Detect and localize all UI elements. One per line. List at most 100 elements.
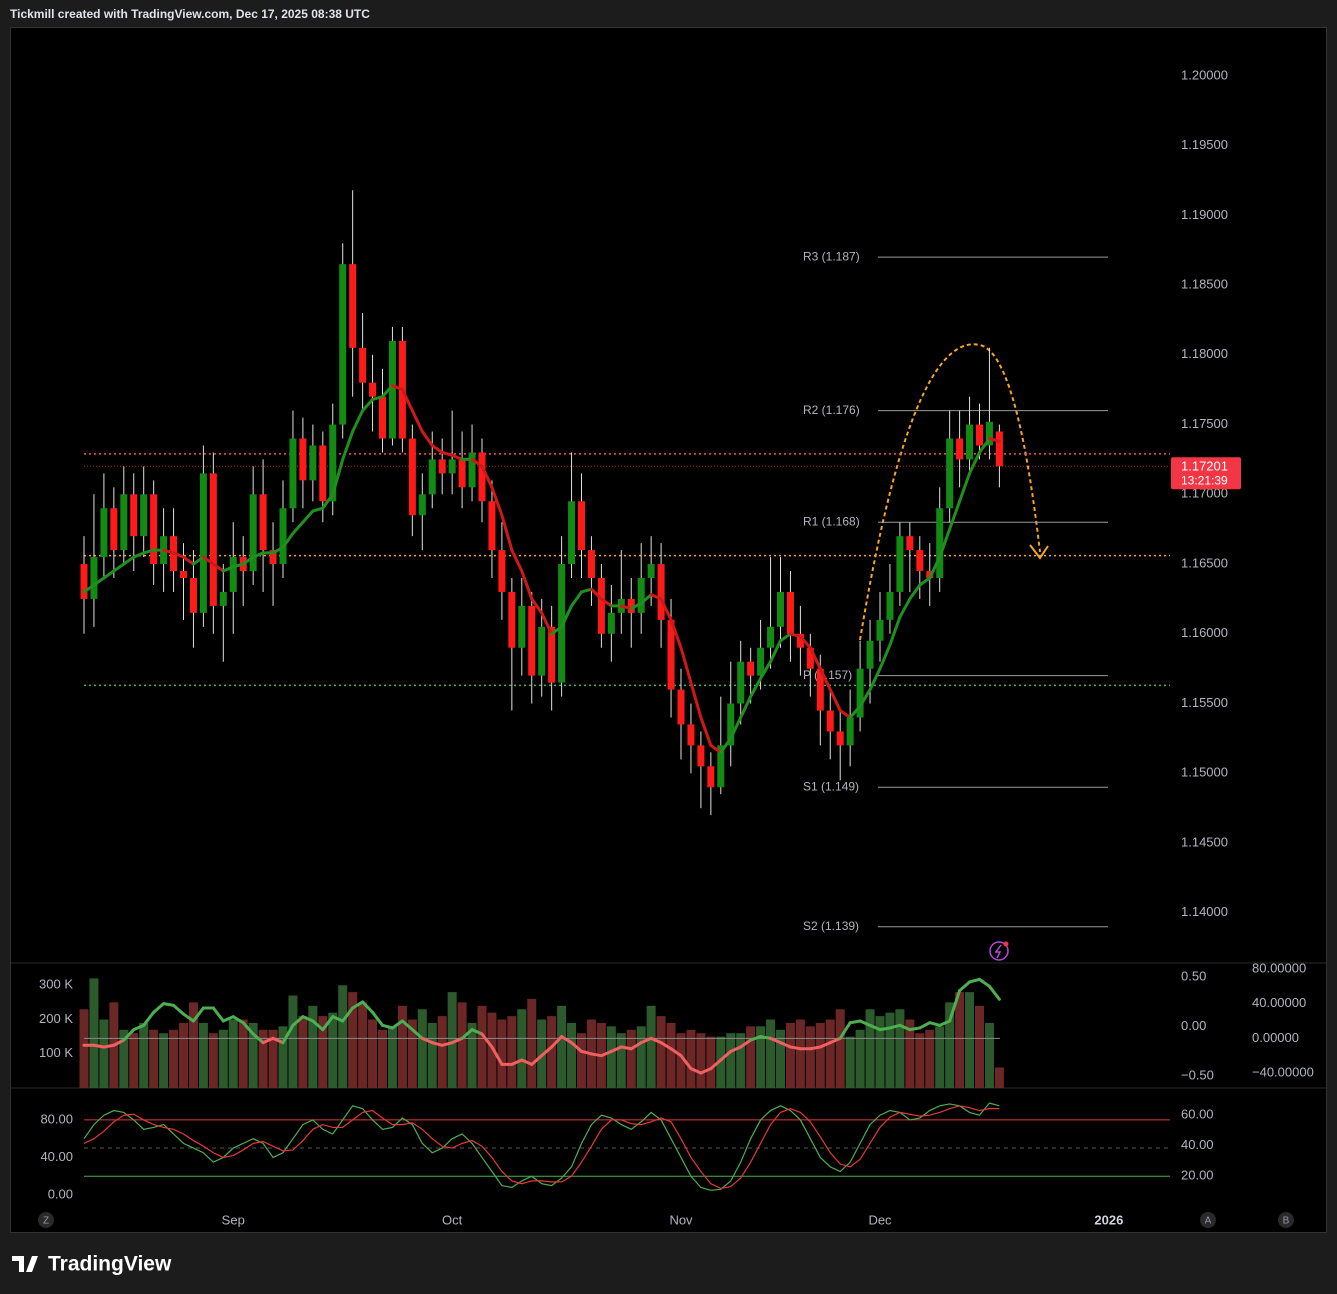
moving-average xyxy=(878,643,892,671)
x-tick-label: 2026 xyxy=(1094,1212,1123,1227)
event-icon[interactable] xyxy=(989,941,1009,961)
candle-body xyxy=(329,424,337,502)
oscillator xyxy=(570,1041,583,1053)
oscillator xyxy=(231,1015,245,1025)
oscillator xyxy=(351,1000,365,1010)
moving-average xyxy=(918,576,932,587)
candle-body xyxy=(369,382,377,397)
y-tick-label: −0.50 xyxy=(1181,1067,1214,1082)
y-tick-label: 0.00 xyxy=(48,1186,73,1201)
candle-body xyxy=(697,745,705,767)
brand-logo xyxy=(12,1256,38,1272)
moving-average xyxy=(201,555,215,566)
oscillator xyxy=(958,980,972,993)
scale-button-label[interactable]: B xyxy=(1283,1216,1290,1227)
moving-average xyxy=(599,597,613,608)
moving-average xyxy=(699,715,713,747)
scale-button-label[interactable]: Z xyxy=(43,1216,49,1227)
moving-average xyxy=(958,471,972,503)
volume-bar xyxy=(328,1012,338,1088)
y-tick-label: 1.17000 xyxy=(1181,486,1228,501)
volume-bar xyxy=(89,978,99,1088)
moving-average xyxy=(639,593,653,605)
candle-body xyxy=(319,445,327,502)
oscillator xyxy=(172,1003,185,1016)
volume-bar xyxy=(855,1029,865,1088)
moving-average xyxy=(838,709,852,719)
candle-body xyxy=(100,508,108,558)
candle-body xyxy=(458,459,466,488)
scale-button-label[interactable]: A xyxy=(1205,1216,1212,1227)
oscillator xyxy=(530,1054,544,1066)
volume-bar xyxy=(865,1009,875,1088)
scale-button[interactable] xyxy=(38,1212,54,1228)
candle-body xyxy=(886,591,894,620)
oscillator xyxy=(769,1036,782,1045)
volume-bar xyxy=(557,1005,567,1088)
moving-average xyxy=(191,555,205,566)
event-icon-dot xyxy=(1003,941,1009,947)
volume-bar xyxy=(338,985,348,1088)
volume-bar xyxy=(845,1036,855,1088)
volume-bar xyxy=(984,1022,994,1088)
candle-body xyxy=(796,633,804,648)
oscillator xyxy=(281,1023,295,1045)
volume-bar xyxy=(308,1005,318,1088)
oscillator xyxy=(191,1006,205,1023)
volume-bar xyxy=(805,1026,815,1088)
volume-bar xyxy=(935,1026,945,1088)
moving-average xyxy=(480,464,494,489)
volume-bar xyxy=(457,1002,467,1088)
scale-button[interactable] xyxy=(1200,1212,1216,1228)
y-tick-label: 0.00000 xyxy=(1252,1030,1299,1045)
pivot-label: P (1.157) xyxy=(803,668,852,682)
volume-bar xyxy=(756,1026,766,1088)
oscillator xyxy=(420,1036,434,1045)
oscillator xyxy=(629,1041,643,1051)
moving-average xyxy=(172,551,185,559)
y-tick-label: 20.00 xyxy=(1181,1167,1214,1182)
y-tick-label: 0.00 xyxy=(1181,1018,1206,1033)
oscillator xyxy=(550,1035,564,1049)
candle-body xyxy=(946,438,954,509)
moving-average xyxy=(948,499,962,531)
moving-average xyxy=(749,676,763,699)
candle-body xyxy=(518,605,526,648)
volume-bar xyxy=(238,1019,248,1088)
candle-body xyxy=(647,564,655,578)
scale-button[interactable] xyxy=(1278,1212,1294,1228)
volume-bar xyxy=(159,1033,169,1088)
oscillator xyxy=(659,1041,673,1051)
moving-average xyxy=(520,569,534,601)
candle-body xyxy=(657,564,665,620)
pivot-label: R1 (1.168) xyxy=(803,514,860,528)
oscillator xyxy=(948,989,962,1023)
candle-body xyxy=(349,264,357,348)
volume-bar xyxy=(716,1036,726,1088)
y-tick-label: −40.00000 xyxy=(1252,1064,1314,1079)
candle-body xyxy=(140,494,148,537)
candle-body xyxy=(786,591,794,634)
candle-body xyxy=(856,668,864,718)
volume-bar xyxy=(258,1029,268,1088)
candle-body xyxy=(309,445,317,481)
pivot-label: S1 (1.149) xyxy=(803,779,859,793)
candle-body xyxy=(150,494,158,565)
oscillator xyxy=(152,1002,166,1014)
volume-bar xyxy=(905,1019,915,1088)
moving-average xyxy=(381,383,394,399)
y-tick-label: 1.16500 xyxy=(1181,555,1228,570)
moving-average xyxy=(818,667,832,692)
volume-bar xyxy=(139,1022,149,1088)
candle-body xyxy=(985,421,993,446)
candle-body xyxy=(448,459,456,474)
y-tick-label: 0.50 xyxy=(1181,968,1206,983)
y-tick-label: 200 K xyxy=(39,1011,73,1026)
candle-body xyxy=(995,431,1003,467)
brand-name: TradingView xyxy=(48,1253,172,1276)
volume-bar xyxy=(149,1029,159,1088)
volume-bar xyxy=(358,1002,368,1088)
oscillator xyxy=(609,1045,623,1053)
oscillator xyxy=(639,1036,653,1045)
